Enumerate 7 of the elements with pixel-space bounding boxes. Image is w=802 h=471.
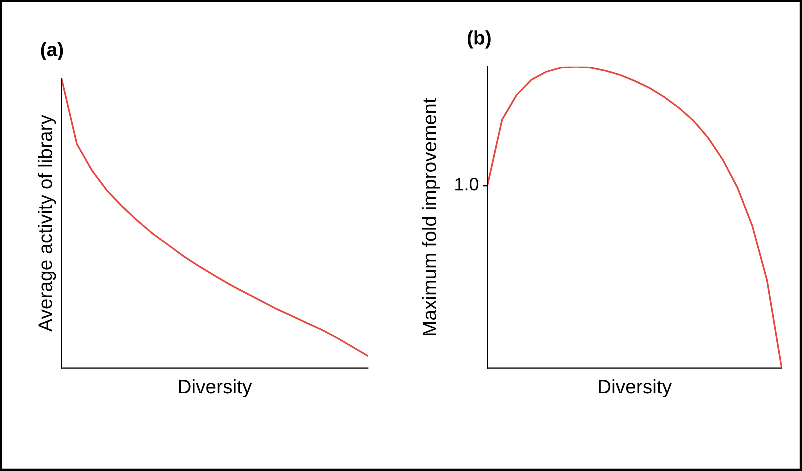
x-axis-title: Diversity (179, 379, 252, 398)
y-axis-title: Average activity of library (38, 115, 56, 332)
chart-title: (a) (41, 42, 64, 60)
chart-title: (b) (468, 30, 491, 49)
x-axis-title: Diversity (599, 379, 672, 398)
text: 1.0 (456, 178, 479, 191)
y-axis-title: Maximum fold improvement (422, 98, 440, 336)
